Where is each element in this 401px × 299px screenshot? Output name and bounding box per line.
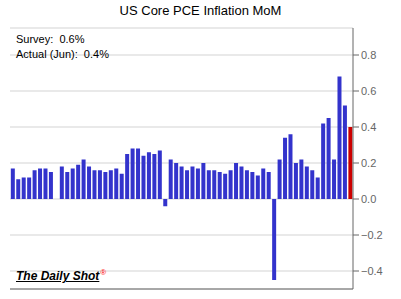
html-text:Actual (Jun): 0.4%: Actual (Jun): 0.4% (16, 48, 109, 60)
html-text:Survey: 0.6%: Survey: 0.6% (16, 33, 85, 45)
svg-text:0.2: 0.2 (361, 157, 376, 169)
svg-text:−0.2: −0.2 (361, 229, 383, 241)
svg-text:0.4: 0.4 (361, 121, 376, 133)
svg-text:0.0: 0.0 (361, 193, 376, 205)
html-text:US Core PCE Inflation MoM: US Core PCE Inflation MoM (119, 3, 282, 18)
svg-text:0.8: 0.8 (361, 49, 376, 61)
html-text:The Daily Shot®: The Daily Shot® (16, 268, 107, 283)
svg-text:−0.4: −0.4 (361, 265, 383, 277)
svg-text:0.6: 0.6 (361, 85, 376, 97)
